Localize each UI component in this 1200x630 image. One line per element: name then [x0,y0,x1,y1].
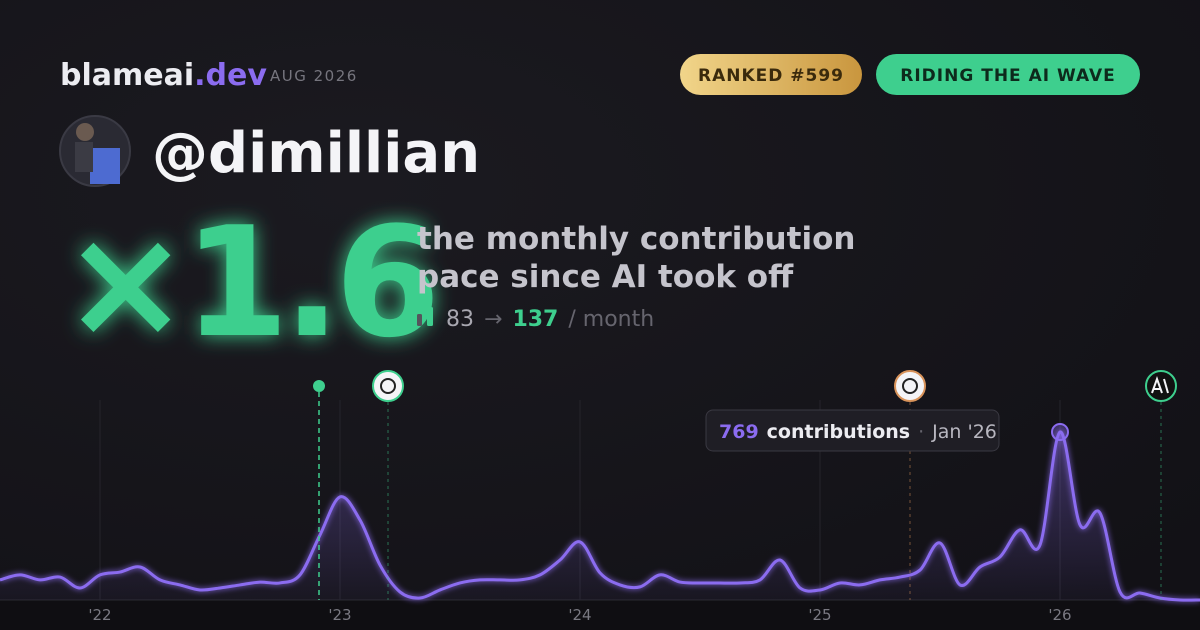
pace-before: 83 [446,307,474,332]
tooltip-text: 769 contributions · Jan '26 [719,421,997,443]
pace-unit: / month [568,307,654,332]
handle: @dimillian [152,121,480,186]
event-markers [313,370,1177,600]
description-line: pace since AI took off [417,259,794,295]
pace-after: 137 [512,307,558,332]
tooltip-label: contributions [767,421,910,443]
area [0,431,1200,601]
pace: 83 → 137 / month [446,307,654,332]
tooltip-date: Jan '26 [931,421,997,443]
x-tick-label: '25 [808,606,831,624]
tooltip-separator: · [918,421,924,443]
line [0,430,1200,602]
x-tick-label: '26 [1048,606,1071,624]
brand: blameai.dev [60,58,267,93]
rank-badge [680,54,862,95]
x-tick-label: '22 [88,606,111,624]
avatar [59,115,131,187]
axis-band [0,600,1200,630]
status-badge [876,54,1140,95]
tooltip: 769 contributions · Jan '26 [705,409,1000,452]
x-tick-label: '24 [568,606,591,624]
status-badge-text: RIDING THE AI WAVE [900,66,1115,86]
chart: '22 '23 '24 '25 '26 [0,400,1200,630]
brand-name: blameai [60,58,194,93]
pace-icon [417,307,433,326]
highlight-point [1051,423,1069,441]
rank-badge-text: RANKED #599 [698,66,844,86]
date: AUG 2026 [270,67,358,85]
tooltip-value: 769 [719,421,759,443]
x-tick-label: '23 [328,606,351,624]
pace-arrow: → [484,307,502,332]
description-line: the monthly contribution [417,221,855,257]
brand-tld: .dev [194,58,267,93]
multiplier: ×1.6 [62,194,435,371]
